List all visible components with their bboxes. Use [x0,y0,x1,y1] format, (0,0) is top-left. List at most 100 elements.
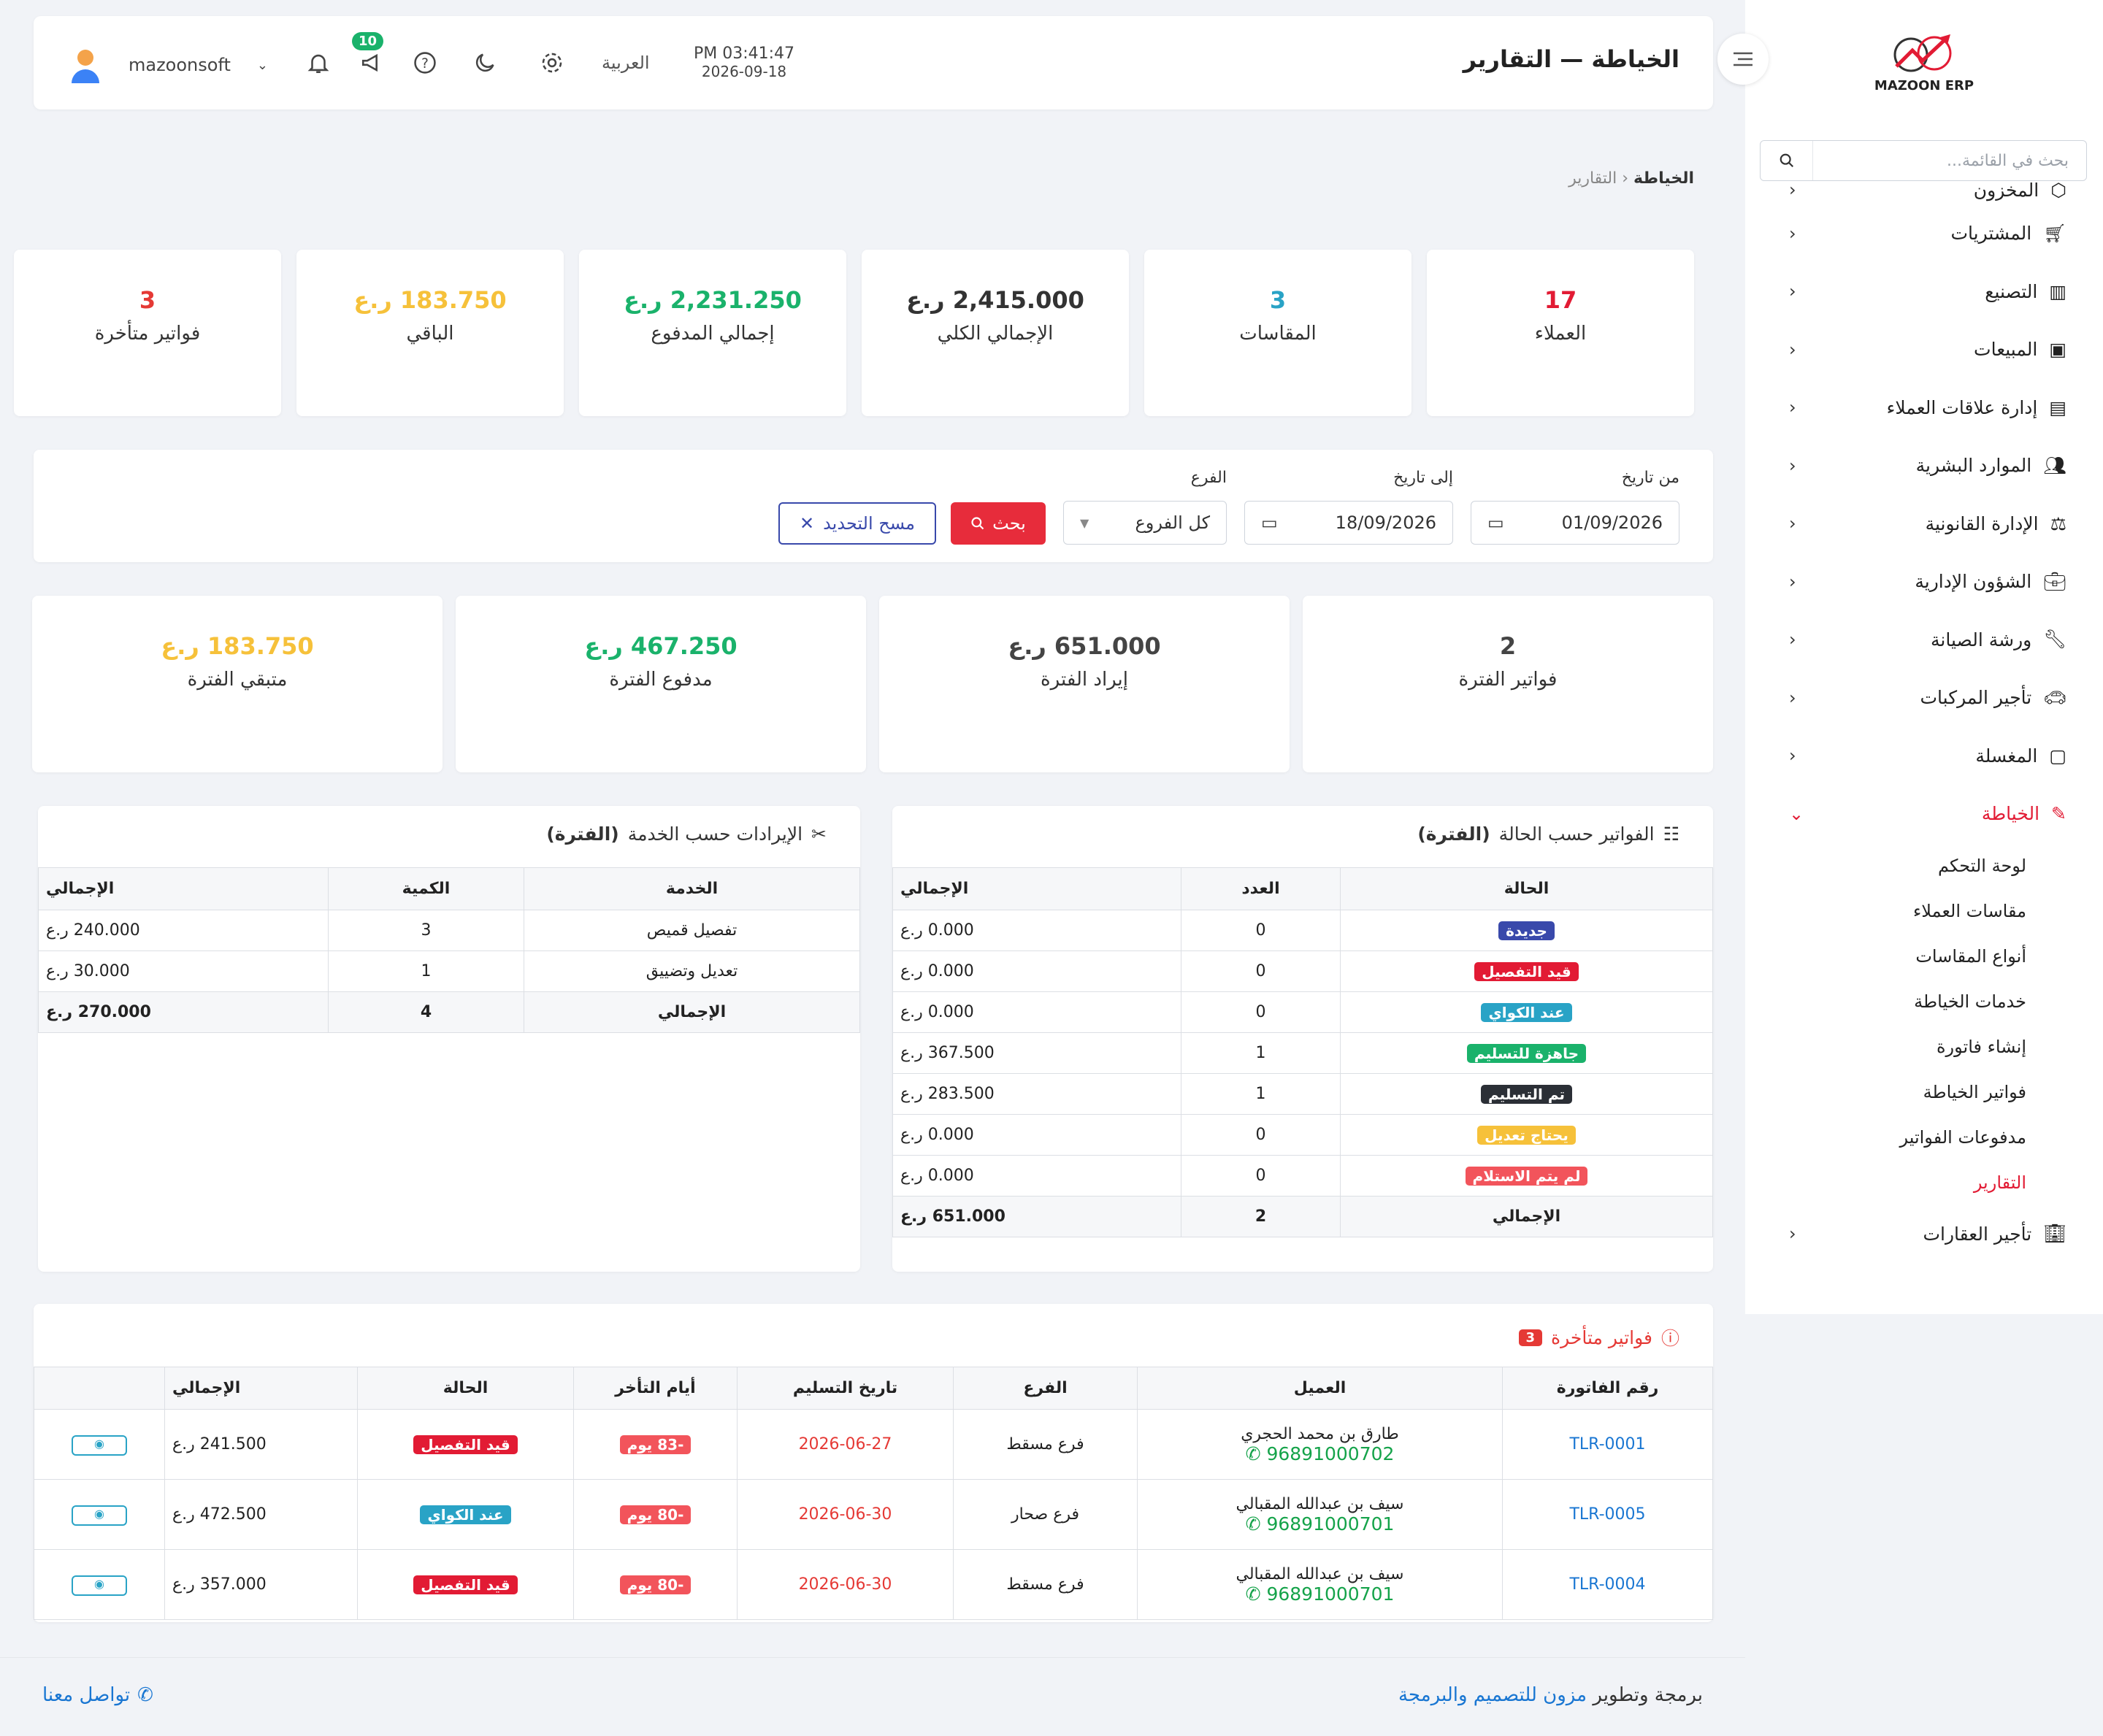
branch-value: كل الفروع [1135,512,1210,533]
column-header: أيام التأخر [573,1367,738,1410]
chevron-left-icon: ‹ [1789,571,1796,592]
submenu-create-invoice[interactable]: إنشاء فاتورة [1936,1036,2026,1057]
table-row: TLR-0005 سيف بن عبدالله المقبالي 968910007… [34,1479,1713,1550]
car-icon: 🚗︎ [2043,686,2066,708]
count-cell: 1 [1181,1032,1341,1074]
table-row: تعديل وتضييق 1 30.000 ر.ع [38,950,860,992]
sidebar-item-label: الموارد البشرية [1915,455,2032,477]
invoice-number-link[interactable]: TLR-0005 [1502,1479,1713,1550]
search-button-label: بحث [992,513,1026,534]
to-date-input[interactable]: 18/09/2026 ▭ [1244,501,1453,545]
chevron-left-icon: ‹ [1789,281,1796,302]
submenu-invoice-payments[interactable]: مدفوعات الفواتير [1899,1126,2026,1148]
late-days-cell: -80 يوم [573,1479,738,1550]
user-menu[interactable]: ⌄ mazoonsoft [69,47,268,83]
whatsapp-icon: ✆ [1245,1513,1267,1535]
sidebar-item-crm[interactable]: ▤ إدارة علاقات العملاء ‹ [1745,379,2103,437]
sidebar-item-car-rental[interactable]: 🚗︎ تأجير المركبات ‹ [1745,669,2103,727]
chevron-left-icon: ‹ [1789,180,1796,200]
whatsapp-phone-link[interactable]: 96891000702 ✆ [1138,1443,1502,1464]
branch-select[interactable]: كل الفروع ▼ [1063,501,1227,545]
sidebar-item-hr[interactable]: 👥︎ الموارد البشرية ‹ [1745,437,2103,495]
submenu-tailoring-invoices[interactable]: فواتير الخياطة [1923,1081,2026,1102]
sidebar-item-tailoring[interactable]: ✎ الخياطة ⌄ [1745,785,2103,843]
column-header: الإجمالي [164,1367,358,1410]
status-badge: جديدة [1498,921,1555,940]
total-cell: 0.000 ر.ع [892,910,1181,951]
table-row: لم يتم الاستلام 0 0.000 ر.ع [892,1155,1713,1197]
kpi-value: 3 [139,286,156,314]
submenu-dashboard[interactable]: لوحة التحكم [1938,855,2026,876]
whatsapp-phone-link[interactable]: 96891000701 ✆ [1138,1583,1502,1605]
sidebar-item-label: ورشة الصيانة [1931,629,2032,650]
submenu-reports[interactable]: التقارير [1973,1172,2026,1193]
total-count: 2 [1181,1196,1341,1237]
search-icon[interactable] [1761,141,1813,180]
language-switch[interactable]: العربية [602,53,650,73]
chevron-left-icon: ‹ [1789,513,1796,534]
dark-mode-icon[interactable] [469,47,501,79]
submenu-measurement-types[interactable]: أنواع المقاسات [1915,945,2026,967]
footer-prefix: برمجة وتطوير [1593,1684,1703,1706]
phone-number: 96891000701 [1266,1583,1395,1605]
caret-down-icon: ▼ [1080,515,1089,530]
calendar-icon: ▭ [1487,512,1504,533]
alert-circle-icon: ⓘ [1660,1328,1679,1349]
table-row: جاهزة للتسليم 1 367.500 ر.ع [892,1032,1713,1074]
kpi-card-customers: 17 العملاء [1427,250,1694,416]
view-icon[interactable]: ◉ [72,1575,127,1596]
invoice-number-link[interactable]: TLR-0004 [1502,1549,1713,1620]
sidebar-item-laundry[interactable]: ▢ المغسلة ‹ [1745,727,2103,786]
sidebar-search[interactable]: بحث في القائمة... [1760,140,2087,181]
sidebar-search-input[interactable]: بحث في القائمة... [1946,151,2069,170]
customer-cell: طارق بن محمد الحجري 96891000702 ✆ [1137,1409,1503,1480]
view-icon[interactable]: ◉ [72,1505,127,1526]
footer-company-link[interactable]: مزون للتصميم والبرمجة [1398,1684,1587,1706]
list-check-icon: ☷ [1663,823,1679,845]
sidebar-item-label: الخياطة [1981,803,2040,825]
whatsapp-phone-link[interactable]: 96891000701 ✆ [1138,1513,1502,1535]
sidebar-item-inventory[interactable]: ⬡ المخزون ‹ [1745,175,2103,204]
announcements-icon[interactable]: 10 [352,32,388,79]
search-button[interactable]: بحث [951,502,1046,545]
customer-name: طارق بن محمد الحجري [1241,1424,1399,1443]
invoice-number-link[interactable]: TLR-0001 [1502,1409,1713,1480]
settings-icon[interactable] [536,47,568,79]
status-table-title: ☷ الفواتير حسب الحالة (الفترة) [1417,823,1679,845]
help-icon[interactable]: ? [409,47,441,79]
clear-selection-button[interactable]: مسح التحديد ✕ [778,502,936,545]
period-value: 651.000 ر.ع [1008,632,1161,660]
sidebar-item-admin[interactable]: 💼︎ الشؤون الإدارية ‹ [1745,553,2103,611]
bell-icon[interactable] [302,47,334,79]
sidebar-item-manufacturing[interactable]: ▥ التصنيع ‹ [1745,263,2103,321]
sidebar-item-legal[interactable]: ⚖︎ الإدارة القانونية ‹ [1745,495,2103,553]
view-icon[interactable]: ◉ [72,1434,127,1456]
period-card-remaining: 183.750 ر.ع متبقي الفترة [32,596,443,772]
sidebar-item-real-estate[interactable]: 🏢︎ تأجير العقارات ‹ [1745,1205,2103,1264]
total-amount: 270.000 ر.ع [38,991,329,1033]
status-table-period: (الفترة) [1417,823,1490,845]
table-row: قيد التفصيل 0 0.000 ر.ع [892,950,1713,992]
table-row: تم التسليم 1 283.500 ر.ع [892,1073,1713,1115]
total-cell: 0.000 ر.ع [892,991,1181,1033]
from-date-input[interactable]: 01/09/2026 ▭ [1471,501,1679,545]
column-header: الفرع [953,1367,1138,1410]
submenu-customer-measurements[interactable]: مقاسات العملاء [1913,900,2026,921]
sidebar-item-purchases[interactable]: 🛒︎ المشتريات ‹ [1745,204,2103,263]
sidebar-toggle-button[interactable] [1717,34,1769,85]
avatar [72,50,99,83]
footer: برمجة وتطوير مزون للتصميم والبرمجة ✆ توا… [0,1657,1745,1736]
cash-icon: ▣ [2049,339,2066,361]
breadcrumb-root[interactable]: الخياطة [1633,169,1694,188]
late-days-badge: -80 يوم [619,1505,692,1524]
column-header: العدد [1181,867,1341,910]
contact-us-link[interactable]: ✆ تواصل معنا [42,1684,153,1706]
brand-logo[interactable]: MAZOON ERP [1745,0,2103,124]
service-table-title: ✂ الإيرادات حسب الخدمة (الفترة) [546,823,827,845]
total-cell: 367.500 ر.ع [892,1032,1181,1074]
status-cell: عند الكواي [1340,991,1713,1033]
sidebar-item-workshop[interactable]: 🔧︎ ورشة الصيانة ‹ [1745,611,2103,669]
submenu-tailoring-services[interactable]: خدمات الخياطة [1914,991,2026,1012]
sidebar-item-sales[interactable]: ▣ المبيعات ‹ [1745,320,2103,379]
late-invoices-table: رقم الفاتورة العميل الفرع تاريخ التسليم … [34,1367,1713,1620]
